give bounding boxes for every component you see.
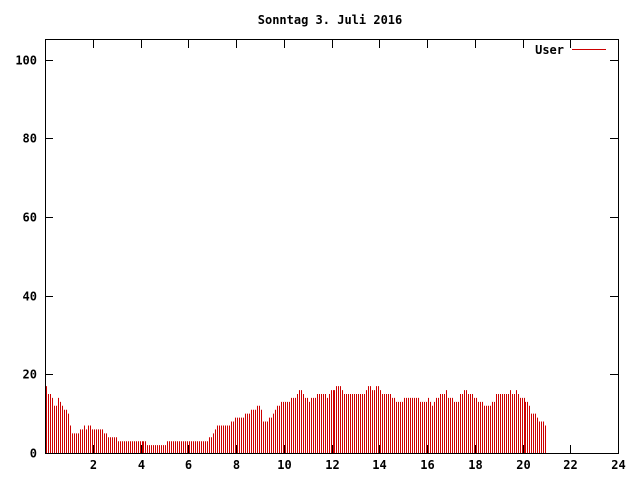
y-tick-label: 0 xyxy=(30,447,37,461)
x-tick-label: 16 xyxy=(420,458,434,472)
x-tick-label: 2 xyxy=(90,458,97,472)
bars-group xyxy=(46,386,546,453)
y-tick-label: 100 xyxy=(15,54,37,68)
x-tick-label: 24 xyxy=(611,458,625,472)
x-tick-label: 18 xyxy=(468,458,482,472)
y-tick-label: 20 xyxy=(23,368,37,382)
x-tick-label: 12 xyxy=(325,458,339,472)
legend-label-user: User xyxy=(535,43,564,57)
x-tick-label: 20 xyxy=(516,458,530,472)
y-tick-label: 60 xyxy=(23,211,37,225)
legend: User xyxy=(535,43,606,57)
plot-frame xyxy=(45,39,619,454)
y-tick-label: 80 xyxy=(23,132,37,146)
x-tick-label: 10 xyxy=(277,458,291,472)
y-tick-label: 40 xyxy=(23,290,37,304)
x-tick-label: 14 xyxy=(372,458,386,472)
chart-title: Sonntag 3. Juli 2016 xyxy=(258,13,403,27)
x-tick-label: 22 xyxy=(563,458,577,472)
x-tick-label: 4 xyxy=(138,458,145,472)
x-tick-label: 8 xyxy=(233,458,240,472)
x-tick-label: 6 xyxy=(185,458,192,472)
